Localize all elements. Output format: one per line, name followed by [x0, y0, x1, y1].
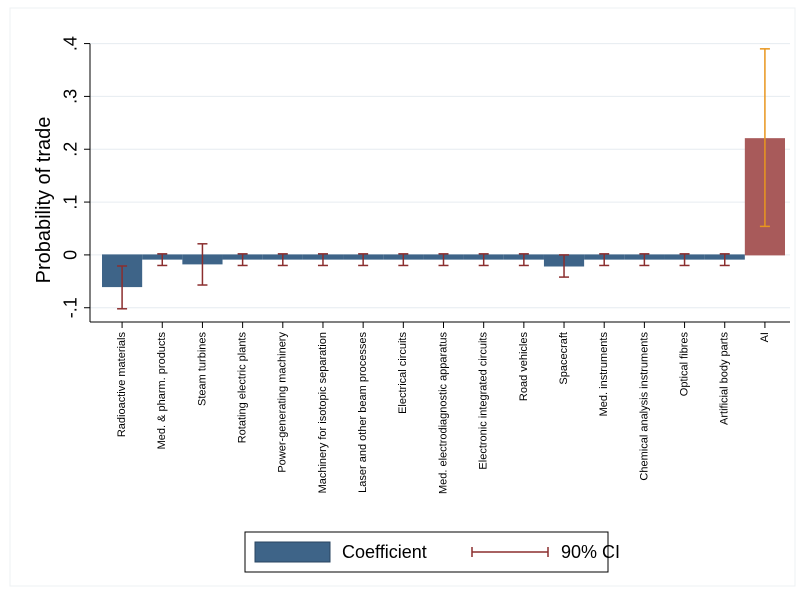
x-tick-label: Machinery for isotopic separation	[317, 332, 329, 493]
x-tick-label: Med. electrodiagnostic apparatus	[437, 332, 449, 495]
legend-label: Coefficient	[342, 542, 427, 562]
x-tick-label: Laser and other beam processes	[357, 332, 369, 493]
legend-swatch	[254, 541, 331, 563]
x-tick-label: Electrical circuits	[397, 332, 409, 414]
y-tick-label: .4	[61, 36, 81, 51]
x-tick-label: Electronic integrated circuits	[478, 332, 490, 470]
y-tick-label: .2	[61, 142, 81, 157]
y-tick-label: 0	[61, 250, 81, 260]
x-tick-label: Rotating electric plants	[237, 332, 249, 444]
x-tick-label: Med. & pharm. products	[156, 332, 168, 450]
y-tick-label: -.1	[61, 297, 81, 318]
legend-label: 90% CI	[561, 542, 620, 562]
x-tick-label: Radioactive materials	[116, 332, 128, 438]
y-axis-label: Probability of trade	[33, 117, 55, 284]
outer-frame	[9, 7, 796, 587]
x-tick-label: Spacecraft	[558, 332, 570, 385]
x-tick-label: Artificial body parts	[719, 332, 731, 425]
y-tick-label: .1	[61, 195, 81, 210]
x-tick-label: Power-generating machinery	[277, 332, 289, 473]
y-tick-label: .3	[61, 89, 81, 104]
x-tick-label: Road vehicles	[518, 332, 530, 402]
x-tick-label: AI	[759, 332, 771, 342]
x-tick-label: Chemical analysis instruments	[638, 332, 650, 481]
x-tick-label: Steam turbines	[196, 332, 208, 406]
x-tick-label: Optical fibres	[678, 332, 690, 397]
x-tick-label: Med. instruments	[598, 332, 610, 417]
